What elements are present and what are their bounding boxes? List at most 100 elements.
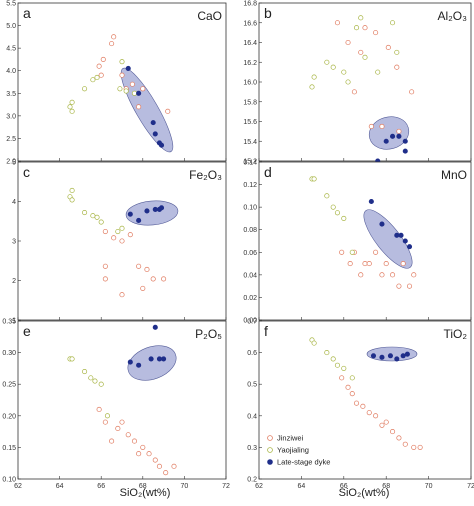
panel-c-element-label: Fe₂O₃ — [189, 168, 222, 182]
panel-b-point-jinziwei — [385, 44, 391, 50]
panel-f-ytick-label: 0.2 — [247, 477, 257, 484]
panel-d-point-dyke — [402, 238, 408, 244]
panel-e-point-yaojialing — [104, 413, 110, 419]
panel-d-dyke-field — [363, 209, 413, 269]
panel-c-point-yaojialing — [115, 228, 121, 235]
panel-b-point-yaojialing — [311, 74, 317, 80]
panel-f-point-dyke — [387, 353, 393, 359]
panel-d-point-jinziwei — [366, 261, 372, 267]
panel-c-ytick-label: 4 — [12, 199, 16, 206]
panel-d-point-jinziwei — [396, 283, 402, 289]
panel-c-point-yaojialing — [69, 187, 75, 193]
panel-e-xtick-label: 68 — [139, 483, 147, 490]
panel-e-ytick-label: 0.15 — [2, 445, 16, 452]
panel-d-ytick-label: 0.00 — [243, 318, 257, 325]
panel-a-letter: a — [23, 5, 31, 21]
panel-d-point-dyke — [368, 198, 374, 205]
panel-a-point-yaojialing — [69, 99, 75, 105]
panel-a-ytick-label: 2.0 — [6, 159, 16, 166]
panel-f-xtick-label: 64 — [298, 483, 306, 490]
panel-b-point-yaojialing — [353, 25, 360, 31]
panel-a-point-jinziwei — [140, 86, 146, 92]
panel-d-point-dyke — [406, 244, 413, 250]
panel-c-ytick-label: 1 — [12, 318, 16, 325]
panel-a-point-jinziwei — [98, 72, 104, 78]
panel-c-point-jinziwei — [150, 276, 156, 282]
x-axis-label-left: SiO₂(wt%) — [120, 487, 171, 499]
panel-d-ytick-label: 0.10 — [243, 205, 257, 212]
panel-c-point-jinziwei — [127, 232, 133, 238]
panel-d-ytick-label: 0.14 — [243, 160, 257, 167]
panel-e-ytick-label: 0.10 — [2, 477, 16, 484]
panel-c-point-jinziwei — [136, 263, 142, 269]
panel-d-point-jinziwei — [390, 272, 396, 278]
panel-b-point-jinziwei — [394, 64, 400, 70]
panel-f-xtick-label: 62 — [255, 483, 263, 490]
panel-a-ytick-label: 4.0 — [6, 68, 16, 75]
panel-e-xtick-label: 72 — [222, 483, 230, 490]
panel-e-xtick-label: 62 — [14, 483, 22, 490]
panel-e-point-jinziwei — [156, 463, 162, 469]
panel-f-point-jinziwei — [366, 410, 372, 416]
panel-b-ytick-label: 15.4 — [243, 139, 257, 146]
panel-d-point-jinziwei — [347, 261, 353, 267]
panel-e-frame — [17, 320, 227, 480]
panel-c-point-yaojialing — [94, 214, 100, 220]
panel-a-point-dyke — [150, 120, 156, 126]
panel-f-point-dyke — [379, 354, 385, 360]
panel-a-point-yaojialing — [131, 90, 138, 96]
panel-a-point-dyke — [136, 90, 142, 96]
panel-b-point-jinziwei — [334, 20, 340, 26]
panel-c-point-dyke — [152, 206, 158, 212]
panel-a-point-dyke — [152, 131, 158, 137]
panel-b-point-dyke — [383, 138, 389, 144]
panel-f-point-jinziwei — [339, 375, 345, 381]
panel-b-ytick-label: 16.8 — [243, 1, 257, 8]
panel-c-point-yaojialing — [90, 213, 96, 219]
panel-c-ytick-label: 5 — [12, 160, 16, 167]
panel-d-point-dyke — [379, 221, 385, 227]
panel-b-point-jinziwei — [351, 89, 357, 95]
panel-a-dyke-field — [120, 67, 174, 153]
panel-a-point-yaojialing — [94, 74, 100, 81]
panel-e-point-yaojialing — [88, 375, 94, 381]
panel-d: 0.00 0.02 0.04 0.06 0.08 0.10 0.12 0.14 d MnO — [243, 160, 472, 325]
panel-d-point-jinziwei — [411, 272, 417, 278]
panel-b-ytick-label: 15.8 — [243, 99, 257, 106]
panel-b-point-dyke — [396, 133, 402, 139]
panel-e-point-yaojialing — [82, 369, 88, 375]
legend-label-yaojialing: Yaojialing — [277, 446, 309, 455]
panel-d-point-jinziwei — [383, 261, 389, 267]
panel-e-ytick-label: 0.35 — [2, 319, 16, 326]
panel-f-point-jinziwei — [396, 435, 402, 441]
panel-e-point-dyke — [161, 356, 167, 362]
panel-a-frame — [17, 2, 227, 162]
panel-b-ytick-label: 15.2 — [243, 159, 257, 166]
panel-e-point-jinziwei — [102, 419, 108, 425]
panel-c-ytick-label: 3 — [12, 239, 16, 246]
panel-f-point-yaojialing — [334, 362, 340, 368]
panel-d-point-jinziwei — [373, 249, 379, 255]
panel-c-point-yaojialing — [119, 225, 125, 231]
panel-d-frame — [258, 161, 472, 321]
panel-a-point-yaojialing — [90, 77, 96, 83]
panel-e-point-jinziwei — [115, 425, 121, 431]
panel-d-point-jinziwei — [406, 283, 413, 289]
panel-c: 1 2 3 4 5c Fe₂O₃ — [12, 160, 227, 325]
panel-c-letter: c — [23, 164, 30, 180]
panel-a-point-jinziwei — [165, 108, 171, 114]
panel-e-point-yaojialing — [98, 381, 104, 387]
legend-label-jinziwei: Jinziwei — [277, 434, 304, 443]
panel-f-point-dyke — [394, 356, 400, 362]
panel-c-point-yaojialing — [98, 219, 104, 225]
panel-f-point-yaojialing — [311, 340, 317, 346]
panel-e-ytick-label: 0.30 — [2, 350, 16, 357]
panel-e-xtick-label: 70 — [181, 483, 189, 490]
panel-e-point-dyke — [156, 356, 162, 362]
panel-f-xtick-label: 66 — [340, 483, 348, 490]
panel-f-point-dyke — [370, 353, 377, 359]
panel-b-point-jinziwei — [396, 128, 402, 134]
panel-f-point-jinziwei — [345, 384, 351, 390]
panel-d-ytick-label: 0.12 — [243, 182, 257, 189]
panel-c-point-jinziwei — [111, 235, 117, 241]
